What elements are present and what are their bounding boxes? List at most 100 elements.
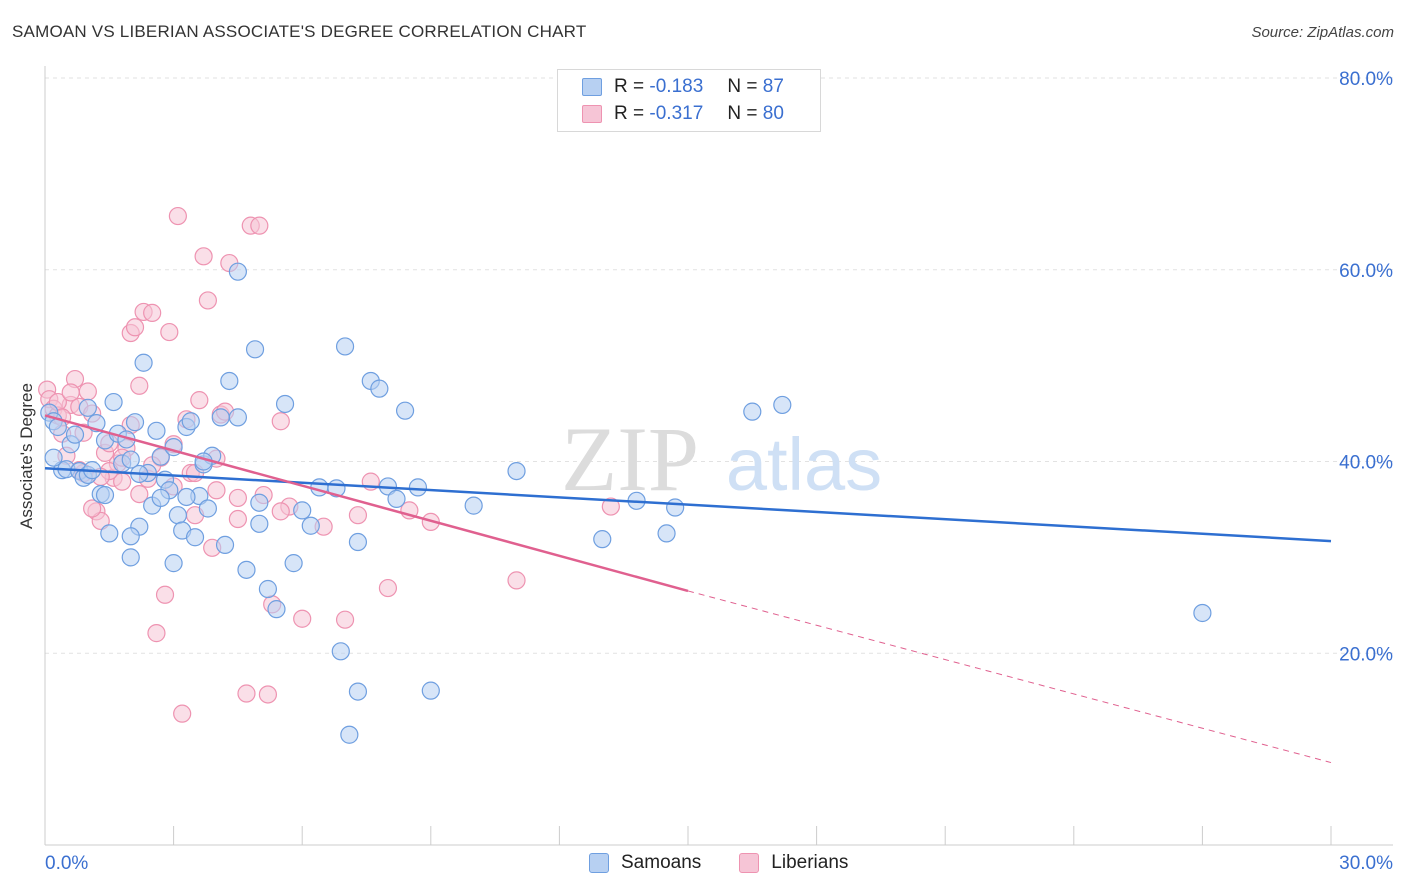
samoan-point bbox=[215, 535, 235, 555]
samoan-point bbox=[181, 412, 200, 431]
gridlines bbox=[45, 77, 1393, 654]
samoan-point bbox=[310, 478, 329, 497]
liberian-point bbox=[78, 382, 97, 401]
liberians-legend-swatch bbox=[739, 853, 760, 873]
samoans-legend-swatch bbox=[589, 853, 609, 873]
legend-row-liberians: R = -0.317 N = 80 bbox=[582, 101, 784, 127]
samoan-point bbox=[340, 725, 359, 744]
liberian-point bbox=[147, 624, 166, 643]
samoan-point bbox=[198, 499, 217, 518]
liberian-point bbox=[198, 291, 217, 310]
liberian-point bbox=[173, 704, 192, 723]
trend-lines bbox=[44, 414, 1332, 764]
y-tick-label: 40.0% bbox=[1339, 453, 1393, 474]
samoan-point bbox=[421, 681, 440, 700]
source-label: Source: ZipAtlas.com bbox=[1251, 24, 1394, 41]
chart-title: SAMOAN VS LIBERIAN ASSOCIATE'S DEGREE CO… bbox=[12, 22, 587, 41]
y-tick-label: 80.0% bbox=[1339, 69, 1393, 90]
samoan-point bbox=[348, 682, 368, 701]
liberian-point bbox=[507, 571, 526, 590]
liberians-n-value: 80 bbox=[762, 103, 784, 124]
samoan-point bbox=[134, 353, 153, 372]
samoan-point bbox=[228, 408, 247, 427]
samoan-point bbox=[335, 337, 355, 356]
watermark-atlas: atlas bbox=[726, 423, 882, 506]
samoan-point bbox=[507, 461, 526, 481]
liberian-point bbox=[130, 484, 149, 504]
liberian-point bbox=[160, 322, 179, 342]
y-tick-label: 60.0% bbox=[1339, 261, 1393, 282]
samoan-point bbox=[370, 379, 389, 398]
legend-item-samoans[interactable]: Samoans bbox=[589, 852, 701, 874]
liberian-point bbox=[83, 499, 102, 518]
samoan-point bbox=[331, 642, 350, 661]
y-tick-label: 20.0% bbox=[1339, 644, 1393, 665]
samoan-point bbox=[250, 514, 269, 533]
samoan-point bbox=[220, 371, 239, 391]
samoan-point bbox=[185, 528, 205, 547]
samoans-n-value: 87 bbox=[762, 76, 784, 97]
samoan-point bbox=[121, 527, 140, 546]
liberian-point bbox=[271, 502, 290, 521]
samoan-point bbox=[250, 493, 269, 512]
liberian-point bbox=[155, 585, 175, 604]
legend-row-samoans: R = -0.183 N = 87 bbox=[582, 74, 784, 100]
samoans-legend-label: Samoans bbox=[621, 852, 702, 873]
liberian-point bbox=[348, 506, 368, 525]
liberians-legend-label: Liberians bbox=[771, 852, 849, 873]
samoan-point bbox=[121, 450, 140, 469]
liberian-point bbox=[207, 481, 226, 500]
samoan-point bbox=[657, 524, 676, 543]
samoan-point bbox=[95, 485, 115, 505]
samoan-point bbox=[743, 402, 762, 421]
correlation-legend: R = -0.183 N = 87 R = -0.317 N = 80 bbox=[557, 69, 821, 132]
samoan-point bbox=[237, 560, 256, 579]
samoan-point bbox=[284, 554, 303, 573]
liberian-point bbox=[130, 376, 149, 395]
liberian-point bbox=[250, 216, 269, 235]
samoans-n-label: N = bbox=[727, 76, 758, 97]
liberians-r-label: R = bbox=[614, 103, 645, 124]
samoan-point bbox=[348, 532, 368, 552]
samoan-point bbox=[464, 496, 483, 515]
samoan-point bbox=[666, 498, 685, 517]
liberian-point bbox=[335, 610, 355, 629]
samoan-point bbox=[147, 421, 166, 440]
samoan-point bbox=[104, 392, 123, 412]
samoan-point bbox=[100, 524, 119, 543]
liberians-swatch bbox=[582, 105, 602, 123]
tick-labels: 20.0% 40.0% 60.0% 80.0% 0.0% 30.0% bbox=[45, 69, 1393, 874]
samoan-point bbox=[65, 425, 85, 444]
samoan-point bbox=[593, 530, 612, 549]
liberians-r-value: -0.317 bbox=[649, 103, 704, 124]
liberian-point bbox=[378, 578, 398, 598]
liberian-point bbox=[258, 685, 278, 704]
liberians-trend-extension bbox=[687, 590, 1332, 764]
series-legend: Samoans Liberians bbox=[589, 852, 886, 874]
samoan-point bbox=[44, 448, 63, 467]
watermark: ZIP atlas bbox=[561, 408, 882, 510]
samoan-point bbox=[245, 340, 265, 359]
samoan-point bbox=[408, 478, 428, 497]
liberian-point bbox=[61, 383, 80, 402]
liberian-point bbox=[168, 206, 187, 226]
axes bbox=[44, 66, 1393, 846]
samoan-point bbox=[228, 262, 247, 281]
samoan-point bbox=[211, 408, 230, 427]
liberian-point bbox=[601, 497, 620, 516]
samoan-point bbox=[125, 413, 145, 432]
liberian-point bbox=[293, 609, 312, 628]
samoan-point bbox=[267, 600, 286, 619]
liberian-point bbox=[228, 488, 247, 508]
samoan-point bbox=[773, 395, 792, 415]
samoan-point bbox=[275, 394, 295, 414]
watermark-zip: ZIP bbox=[561, 408, 699, 510]
samoan-point bbox=[168, 506, 187, 525]
legend-item-liberians[interactable]: Liberians bbox=[739, 852, 848, 874]
liberians-n-label: N = bbox=[727, 103, 758, 124]
samoans-trend-line bbox=[44, 466, 1332, 543]
samoan-point bbox=[258, 579, 278, 599]
liberians-trend-line bbox=[44, 414, 689, 593]
liberian-point bbox=[143, 303, 162, 322]
